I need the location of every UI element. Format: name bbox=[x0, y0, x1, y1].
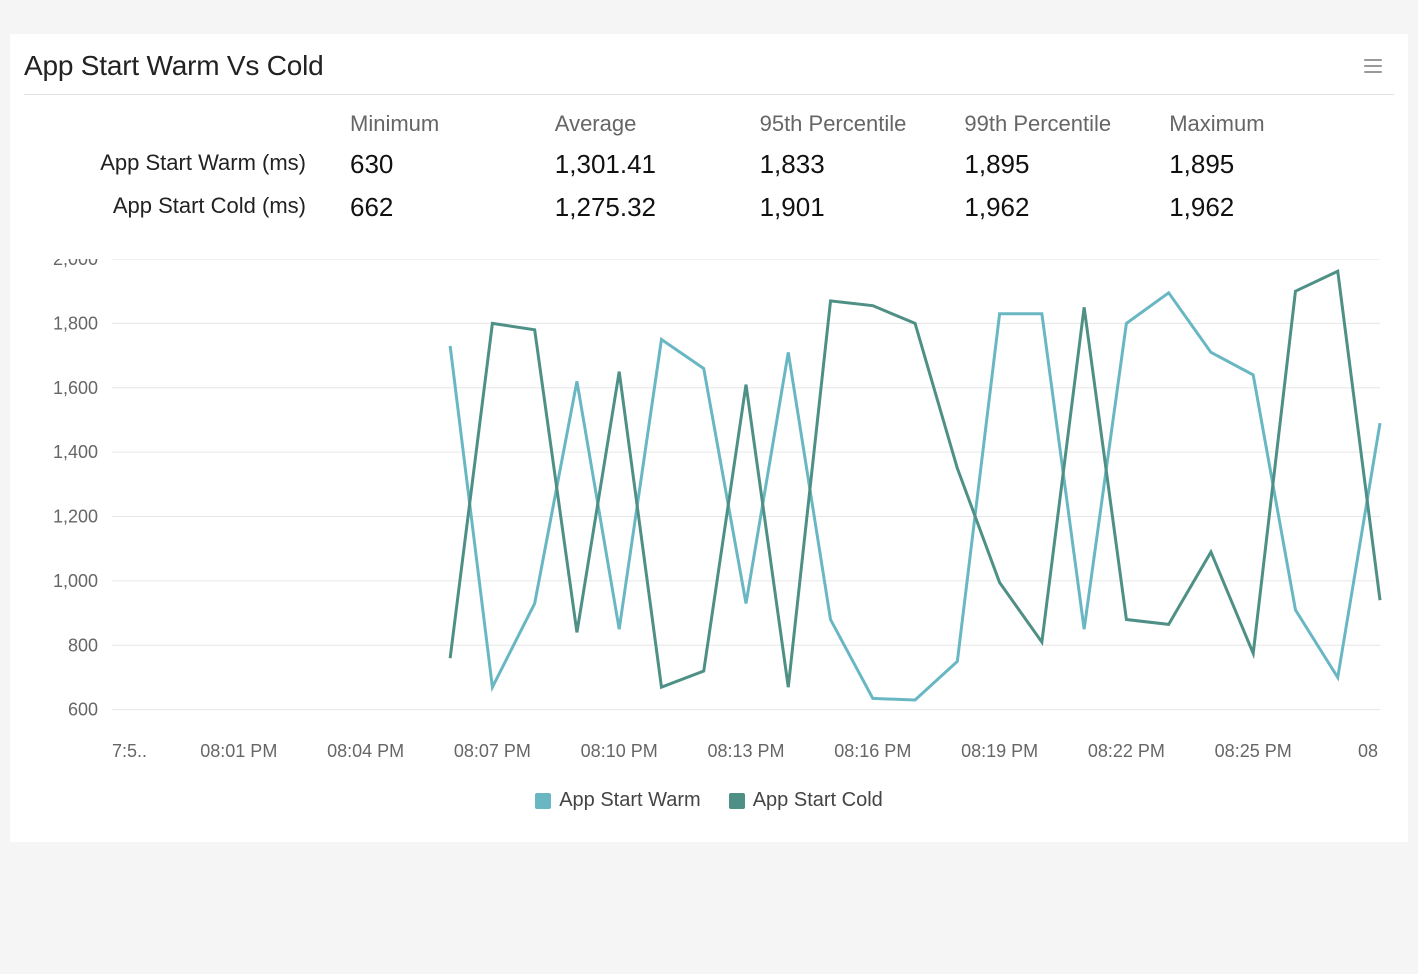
y-tick-label: 2,000 bbox=[53, 259, 98, 269]
legend-swatch bbox=[535, 793, 551, 809]
legend-label: App Start Warm bbox=[559, 789, 701, 812]
stats-value: 630 bbox=[350, 149, 555, 180]
x-tick-label: 08:07 PM bbox=[454, 741, 531, 761]
x-tick-label: 7:5.. bbox=[112, 741, 147, 761]
y-tick-label: 800 bbox=[68, 635, 98, 655]
hamburger-icon[interactable] bbox=[1364, 55, 1386, 77]
stats-value: 1,901 bbox=[760, 192, 965, 223]
stats-col-header: Maximum bbox=[1169, 111, 1374, 137]
panel-header: App Start Warm Vs Cold bbox=[24, 50, 1394, 95]
line-chart: 600 800 1,000 1,200 1,400 1,600 1,800 2,000 7:5.… bbox=[24, 259, 1394, 769]
stats-value: 1,895 bbox=[1169, 149, 1374, 180]
y-tick-label: 1,400 bbox=[53, 442, 98, 462]
legend-item[interactable]: App Start Cold bbox=[729, 789, 883, 812]
stats-row-label: App Start Cold (ms) bbox=[30, 192, 350, 223]
panel-title: App Start Warm Vs Cold bbox=[24, 50, 324, 82]
stats-table: MinimumAverage95th Percentile99th Percen… bbox=[24, 111, 1394, 223]
x-tick-label: 08:10 PM bbox=[581, 741, 658, 761]
x-tick-label: 08:19 PM bbox=[961, 741, 1038, 761]
y-tick-label: 1,000 bbox=[53, 571, 98, 591]
series-line-cold bbox=[450, 271, 1380, 687]
stats-col-header: Minimum bbox=[350, 111, 555, 137]
series-line-warm bbox=[450, 293, 1380, 700]
y-tick-label: 1,600 bbox=[53, 378, 98, 398]
stats-value: 1,962 bbox=[964, 192, 1169, 223]
chart-legend: App Start Warm App Start Cold bbox=[24, 789, 1394, 812]
y-tick-label: 1,800 bbox=[53, 313, 98, 333]
stats-value: 662 bbox=[350, 192, 555, 223]
stats-value: 1,301.41 bbox=[555, 149, 760, 180]
x-tick-label: 08:22 PM bbox=[1088, 741, 1165, 761]
x-tick-label: 08:01 PM bbox=[200, 741, 277, 761]
stats-col-header: Average bbox=[555, 111, 760, 137]
stats-value: 1,895 bbox=[964, 149, 1169, 180]
legend-label: App Start Cold bbox=[753, 789, 883, 812]
y-tick-label: 1,200 bbox=[53, 507, 98, 527]
stats-row-label: App Start Warm (ms) bbox=[30, 149, 350, 180]
y-tick-label: 600 bbox=[68, 700, 98, 720]
stats-value: 1,275.32 bbox=[555, 192, 760, 223]
x-tick-label: 08:25 PM bbox=[1215, 741, 1292, 761]
stats-value: 1,962 bbox=[1169, 192, 1374, 223]
legend-item[interactable]: App Start Warm bbox=[535, 789, 701, 812]
x-tick-label: 08 bbox=[1358, 741, 1378, 761]
chart-panel: App Start Warm Vs Cold MinimumAverage95t… bbox=[10, 34, 1408, 842]
x-tick-label: 08:04 PM bbox=[327, 741, 404, 761]
legend-swatch bbox=[729, 793, 745, 809]
x-tick-label: 08:16 PM bbox=[834, 741, 911, 761]
stats-value: 1,833 bbox=[760, 149, 965, 180]
chart-container: 600 800 1,000 1,200 1,400 1,600 1,800 2,000 7:5.… bbox=[24, 259, 1394, 769]
stats-col-header: 99th Percentile bbox=[964, 111, 1169, 137]
x-tick-label: 08:13 PM bbox=[707, 741, 784, 761]
stats-corner bbox=[30, 111, 350, 137]
page-background: App Start Warm Vs Cold MinimumAverage95t… bbox=[0, 0, 1418, 842]
stats-col-header: 95th Percentile bbox=[760, 111, 965, 137]
